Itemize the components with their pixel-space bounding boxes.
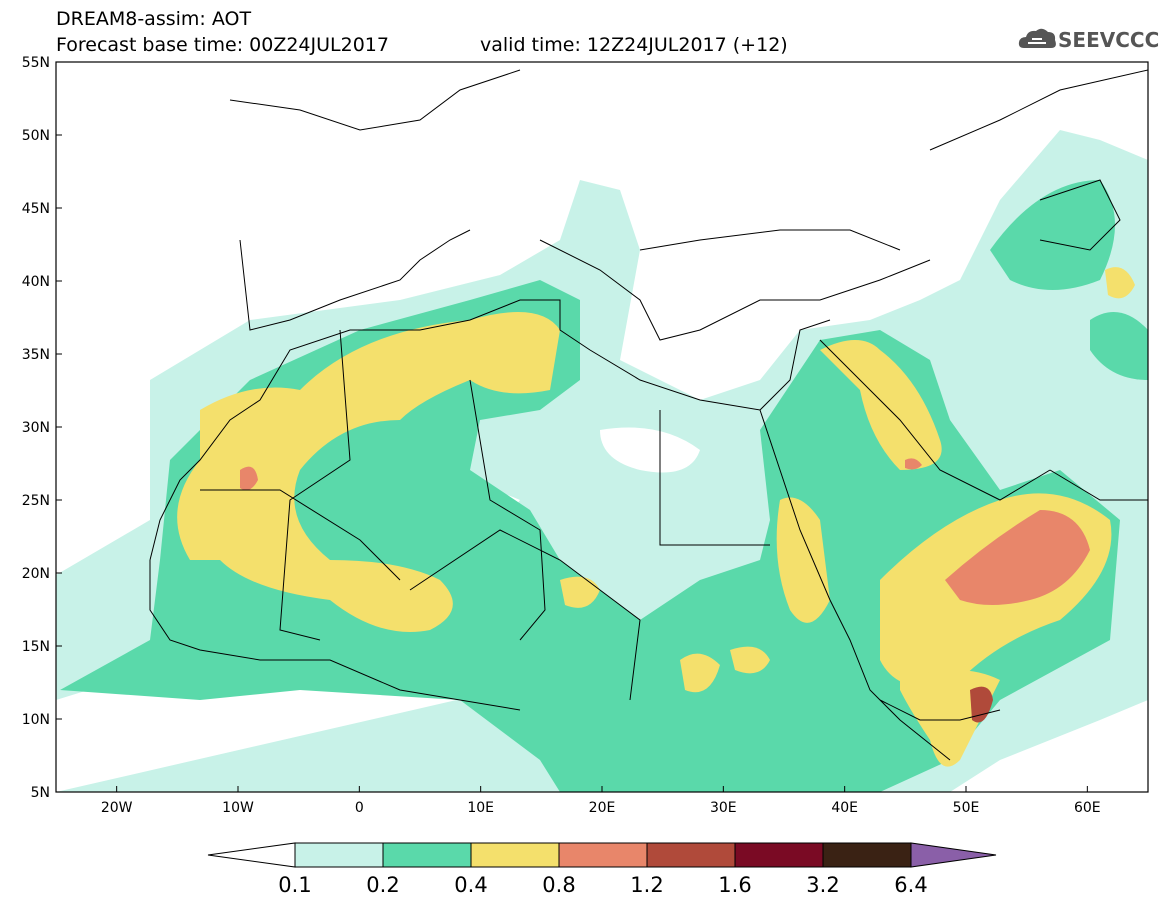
aot-band-0.4: [177, 312, 560, 632]
colorbar-label: 0.1: [278, 873, 311, 897]
colorbar-low-arrow: [207, 842, 296, 868]
axis-ticks: 20W 10W 0 10E 20E 30E 40E 50E 60E 55N 50N 45N 40N 35N…: [22, 55, 1101, 816]
colorbar-label: 1.6: [718, 873, 751, 897]
aot-band-0.8: [945, 510, 1090, 605]
colorbar-swatch: [470, 842, 560, 868]
colorbar-swatch: [822, 842, 912, 868]
lat-tick-label: 30N: [22, 420, 50, 436]
colorbar-swatch: [382, 842, 472, 868]
colorbar-label: 1.2: [630, 873, 663, 897]
lat-tick-label: 15N: [22, 639, 50, 655]
lon-tick-label: 40E: [831, 800, 858, 816]
lon-tick-label: 30E: [710, 800, 737, 816]
lat-tick-label: 35N: [22, 347, 50, 363]
lon-tick-label: 60E: [1074, 800, 1101, 816]
lon-tick-label: 10W: [222, 800, 254, 816]
lon-tick-label: 20W: [101, 800, 133, 816]
colorbar-label: 0.8: [542, 873, 575, 897]
colorbar-label: 3.2: [806, 873, 839, 897]
lon-tick-label: 20E: [589, 800, 616, 816]
forecast-base-time: Forecast base time: 00Z24JUL2017: [56, 34, 389, 56]
cloud-icon: [1018, 28, 1056, 48]
colorbar-label: 0.4: [454, 873, 487, 897]
colorbar-swatch: [558, 842, 648, 868]
lon-tick-label: 0: [355, 800, 364, 816]
lat-tick-label: 10N: [22, 712, 50, 728]
lat-tick-label: 25N: [22, 493, 50, 509]
lat-tick-label: 5N: [31, 785, 50, 801]
lon-tick-label: 10E: [467, 800, 494, 816]
aot-field: [56, 62, 1148, 792]
logo-text: SEEVCCC: [1058, 28, 1160, 52]
colorbar-high-arrow: [910, 842, 997, 868]
colorbar-swatch: [294, 842, 384, 868]
lat-tick-label: 50N: [22, 128, 50, 144]
lat-tick-label: 55N: [22, 55, 50, 71]
colorbar: 0.1 0.2 0.4 0.8 1.2 1.6 3.2 6.4: [207, 842, 997, 897]
colorbar-label: 0.2: [366, 873, 399, 897]
colorbar-label: 6.4: [894, 873, 927, 897]
colorbar-swatch: [734, 842, 824, 868]
coastlines: [149, 69, 1148, 761]
map-title: DREAM8-assim: AOT: [56, 8, 252, 30]
lat-tick-label: 45N: [22, 201, 50, 217]
lon-tick-label: 50E: [953, 800, 980, 816]
valid-time: valid time: 12Z24JUL2017 (+12): [480, 34, 788, 56]
lat-tick-label: 40N: [22, 274, 50, 290]
colorbar-swatch: [646, 842, 736, 868]
lat-tick-label: 20N: [22, 566, 50, 582]
